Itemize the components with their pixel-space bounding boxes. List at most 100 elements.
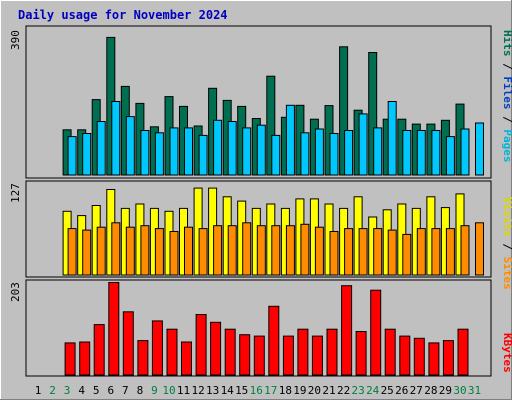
legend-hits-panel: Hits / Files / Pages xyxy=(501,30,512,163)
x-tick-label-day-29: 29 xyxy=(439,384,452,397)
x-tick-label-day-30: 30 xyxy=(453,384,466,397)
x-tick-label-day-2: 2 xyxy=(49,384,56,397)
bar-sites-day-17 xyxy=(271,225,281,276)
legend-sites: Sites xyxy=(501,257,512,290)
x-tick-label-day-7: 7 xyxy=(122,384,129,397)
bar-files-day-24 xyxy=(373,127,383,176)
bar-sites-day-31 xyxy=(475,222,484,276)
bar-files-day-31 xyxy=(475,122,484,176)
bar-files-day-6 xyxy=(111,101,121,176)
ymax-label-hits: 390 xyxy=(9,30,22,50)
bar-kbytes-day-12 xyxy=(195,314,207,376)
bar-files-day-9 xyxy=(154,132,164,176)
bar-files-day-16 xyxy=(256,124,266,176)
bar-sites-day-7 xyxy=(125,226,135,276)
x-tick-label-day-17: 17 xyxy=(264,384,277,397)
bar-sites-day-24 xyxy=(373,228,383,276)
bar-kbytes-day-13 xyxy=(210,321,222,376)
bar-kbytes-day-24 xyxy=(370,289,382,376)
x-tick-label-day-24: 24 xyxy=(366,384,380,397)
bar-sites-day-14 xyxy=(227,225,237,276)
legend-pages: Pages xyxy=(501,129,512,162)
bar-sites-day-5 xyxy=(96,226,106,276)
bar-sites-day-29 xyxy=(445,228,455,276)
bar-kbytes-day-28 xyxy=(428,342,440,376)
bar-sites-day-19 xyxy=(300,223,310,276)
bar-sites-day-3 xyxy=(67,228,77,276)
bar-sites-day-18 xyxy=(285,225,295,276)
x-tick-label-day-23: 23 xyxy=(351,384,364,397)
x-tick-label-day-1: 1 xyxy=(35,384,42,397)
x-tick-label-day-4: 4 xyxy=(78,384,85,397)
bar-sites-day-9 xyxy=(154,228,164,276)
bar-kbytes-day-22 xyxy=(341,285,353,376)
bar-kbytes-day-16 xyxy=(253,335,265,376)
x-tick-label-day-8: 8 xyxy=(137,384,144,397)
bar-sites-day-22 xyxy=(344,228,354,276)
bar-sites-day-20 xyxy=(314,226,324,276)
x-tick-label-day-15: 15 xyxy=(235,384,248,397)
bar-kbytes-day-10 xyxy=(166,328,178,376)
bar-kbytes-day-5 xyxy=(93,324,105,376)
bar-kbytes-day-20 xyxy=(311,335,323,376)
bar-kbytes-day-7 xyxy=(122,311,134,376)
bar-files-day-23 xyxy=(358,113,368,176)
x-tick-label-day-6: 6 xyxy=(107,384,114,397)
bar-sites-day-28 xyxy=(431,228,441,276)
bar-files-day-19 xyxy=(300,132,310,176)
bar-kbytes-day-26 xyxy=(399,335,411,376)
legend-visits-panel: Visits / Sites xyxy=(501,197,512,290)
bar-kbytes-day-25 xyxy=(384,328,396,376)
x-tick-label-day-27: 27 xyxy=(410,384,423,397)
x-tick-label-day-3: 3 xyxy=(64,384,71,397)
bar-kbytes-day-3 xyxy=(64,342,76,376)
bar-kbytes-day-17 xyxy=(268,305,280,376)
bar-files-day-26 xyxy=(402,130,412,176)
x-tick-label-day-11: 11 xyxy=(177,384,190,397)
bar-files-day-28 xyxy=(431,130,441,176)
bar-kbytes-day-21 xyxy=(326,328,338,376)
bar-kbytes-day-4 xyxy=(79,341,91,376)
bar-kbytes-day-23 xyxy=(355,331,367,376)
bar-files-day-13 xyxy=(213,119,223,176)
bar-hits-day-24 xyxy=(368,52,378,176)
bar-files-day-20 xyxy=(314,128,324,176)
legend-separator: / xyxy=(501,237,512,257)
bar-files-day-10 xyxy=(169,127,179,176)
x-tick-label-day-10: 10 xyxy=(162,384,175,397)
x-tick-label-day-18: 18 xyxy=(279,384,292,397)
chart-title: Daily usage for November 2024 xyxy=(18,8,228,22)
bar-files-day-5 xyxy=(96,121,106,176)
x-tick-label-day-19: 19 xyxy=(293,384,306,397)
bar-kbytes-day-29 xyxy=(442,340,454,376)
bar-sites-day-21 xyxy=(329,231,339,276)
x-tick-label-day-13: 13 xyxy=(206,384,219,397)
bar-sites-day-30 xyxy=(460,225,470,276)
bar-kbytes-day-8 xyxy=(137,340,149,376)
x-tick-label-day-9: 9 xyxy=(151,384,158,397)
bar-kbytes-day-27 xyxy=(413,337,425,376)
legend-separator: / xyxy=(501,57,512,77)
bar-kbytes-day-6 xyxy=(108,282,120,376)
bar-files-day-14 xyxy=(227,121,237,176)
legend-kbytes: KBytes xyxy=(501,333,512,373)
legend-hits: Hits xyxy=(501,30,512,57)
bar-kbytes-day-14 xyxy=(224,328,236,376)
bar-files-day-22 xyxy=(344,130,354,176)
bar-sites-day-4 xyxy=(82,229,92,276)
bar-files-day-29 xyxy=(445,136,455,176)
bar-hits-day-22 xyxy=(339,46,349,176)
x-tick-label-day-25: 25 xyxy=(381,384,394,397)
legend-files: Files xyxy=(501,76,512,109)
bar-files-day-4 xyxy=(82,133,92,176)
bar-kbytes-day-18 xyxy=(282,335,294,376)
bar-kbytes-day-11 xyxy=(181,341,192,376)
bar-files-day-25 xyxy=(387,101,397,176)
x-tick-label-day-22: 22 xyxy=(337,384,350,397)
bar-files-day-8 xyxy=(140,130,150,176)
ymax-label-kbytes: 203 xyxy=(9,282,22,302)
bar-files-day-3 xyxy=(67,136,77,176)
x-tick-label-day-20: 20 xyxy=(308,384,321,397)
bars-layer xyxy=(62,36,484,376)
x-tick-label-day-16: 16 xyxy=(250,384,263,397)
